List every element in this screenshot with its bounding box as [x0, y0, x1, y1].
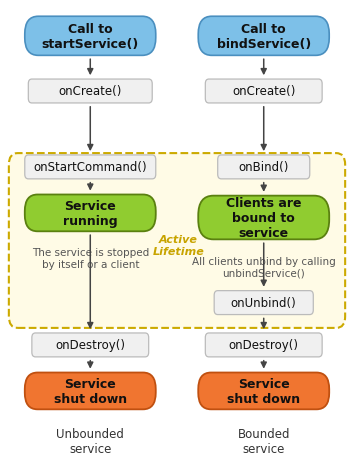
Text: onStartCommand(): onStartCommand() — [34, 161, 147, 174]
FancyBboxPatch shape — [218, 156, 310, 179]
Text: Service
running: Service running — [63, 200, 118, 227]
Text: Service
shut down: Service shut down — [227, 377, 300, 405]
Text: onCreate(): onCreate() — [58, 85, 122, 98]
Text: Active
Lifetime: Active Lifetime — [153, 235, 204, 256]
Text: onDestroy(): onDestroy() — [229, 339, 299, 352]
FancyBboxPatch shape — [25, 373, 156, 409]
FancyBboxPatch shape — [198, 17, 329, 56]
Text: Service
shut down: Service shut down — [54, 377, 127, 405]
Text: Clients are
bound to
service: Clients are bound to service — [226, 196, 302, 240]
FancyBboxPatch shape — [205, 80, 322, 104]
Text: Unbounded
service: Unbounded service — [56, 427, 124, 454]
FancyBboxPatch shape — [28, 80, 152, 104]
FancyBboxPatch shape — [198, 196, 329, 240]
FancyBboxPatch shape — [32, 333, 149, 357]
Text: onDestroy(): onDestroy() — [55, 339, 125, 352]
Text: onUnbind(): onUnbind() — [231, 297, 297, 309]
FancyBboxPatch shape — [205, 333, 322, 357]
FancyBboxPatch shape — [25, 156, 156, 179]
Text: onCreate(): onCreate() — [232, 85, 296, 98]
Text: All clients unbind by calling
unbindService(): All clients unbind by calling unbindServ… — [192, 257, 336, 278]
FancyBboxPatch shape — [25, 17, 156, 56]
FancyBboxPatch shape — [198, 373, 329, 409]
Text: Bounded
service: Bounded service — [238, 427, 290, 454]
Text: Call to
startService(): Call to startService() — [42, 23, 139, 50]
FancyBboxPatch shape — [9, 154, 345, 328]
Text: The service is stopped
by itself or a client: The service is stopped by itself or a cl… — [32, 248, 149, 269]
FancyBboxPatch shape — [214, 291, 313, 315]
Text: Call to
bindService(): Call to bindService() — [217, 23, 311, 50]
FancyBboxPatch shape — [25, 195, 156, 232]
Text: onBind(): onBind() — [239, 161, 289, 174]
